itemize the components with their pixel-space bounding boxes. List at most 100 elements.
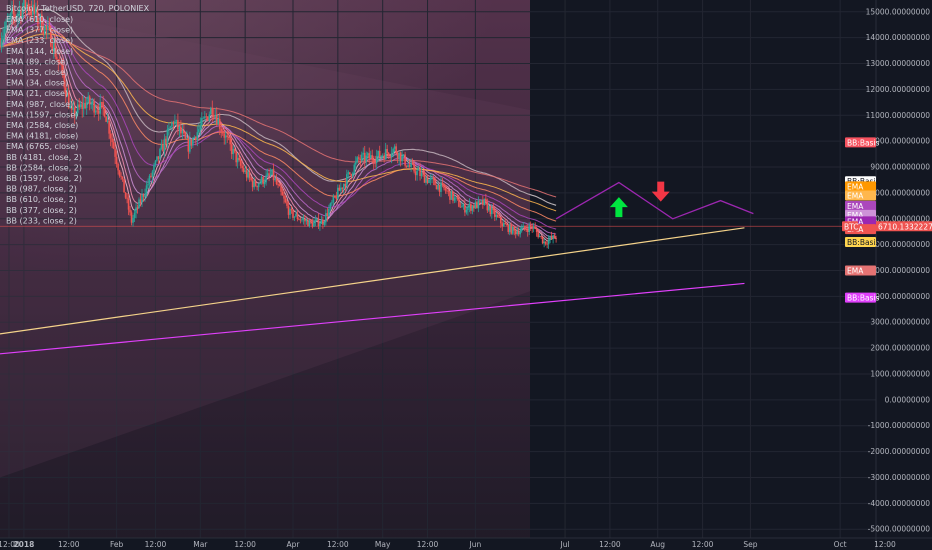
y-tick-label: 3000.00000000 — [870, 318, 930, 327]
last-price-tag: 6710.13322274 — [876, 221, 932, 232]
candle-body — [64, 87, 67, 97]
legend-entry: EMA (55, close) — [6, 68, 68, 77]
x-tick-label: May — [375, 540, 391, 549]
candle-body — [35, 7, 37, 14]
candle-body — [153, 165, 155, 172]
candle-body — [535, 228, 538, 233]
candle-body — [368, 153, 371, 159]
candle-body — [319, 223, 321, 227]
candle-body — [386, 149, 388, 153]
price-axis — [876, 0, 932, 550]
candle-body — [544, 241, 547, 244]
candle-body — [511, 226, 514, 234]
candle-body — [202, 117, 205, 119]
candle-body — [435, 185, 438, 190]
candle-body — [87, 96, 89, 103]
candle-body — [311, 222, 314, 227]
candle-body — [305, 220, 308, 222]
candle-body — [99, 102, 101, 114]
candle-body — [23, 0, 25, 8]
y-tick-label: 14000.00000000 — [866, 33, 931, 42]
candle-body — [366, 153, 369, 156]
candle-body — [347, 172, 350, 175]
candle-body — [498, 216, 501, 218]
candle-body — [520, 227, 523, 232]
candle-body — [532, 226, 535, 229]
candle-body — [163, 138, 166, 152]
legend-entry: EMA (1597, close) — [6, 110, 78, 119]
candle-body — [341, 187, 344, 189]
candle-body — [5, 21, 7, 30]
candle-body — [205, 116, 208, 118]
legend-entry: EMA (987, close) — [6, 100, 73, 109]
candle-body — [142, 194, 145, 197]
candle-body — [444, 188, 447, 191]
candle-body — [193, 136, 196, 139]
candle-body — [38, 22, 40, 24]
candle-body — [36, 7, 39, 23]
candle-body — [175, 120, 178, 122]
candle-body — [383, 155, 385, 160]
candle-body — [208, 114, 211, 121]
price-tag: BB:Basis — [845, 292, 880, 303]
candle-body — [126, 197, 128, 199]
candle-body — [12, 8, 15, 15]
candle-body — [257, 183, 260, 188]
price-tag-label: BB:Basis — [847, 138, 880, 147]
candle-body — [254, 181, 257, 186]
candle-body — [473, 205, 475, 209]
candle-body — [470, 203, 472, 211]
candle-body — [189, 139, 191, 152]
moving-average-line — [0, 16, 557, 235]
candle-body — [0, 37, 1, 47]
candle-body — [464, 204, 466, 213]
bollinger-bands — [0, 4, 557, 478]
candle-body — [534, 226, 536, 229]
candle-body — [540, 235, 542, 237]
candle-body — [75, 112, 78, 117]
y-tick-label: 11000.00000000 — [866, 111, 931, 120]
candle-body — [61, 65, 64, 76]
candle-body — [144, 194, 146, 197]
x-tick-label: 12:00 — [0, 540, 20, 549]
candle-body — [124, 192, 127, 198]
candle-body — [423, 173, 426, 183]
moving-average-line — [0, 33, 557, 212]
candle-body — [33, 4, 36, 14]
candle-body — [21, 7, 24, 18]
candle-body — [102, 102, 104, 108]
candle-body — [529, 225, 532, 227]
candle-body — [480, 200, 483, 202]
candle-body — [15, 16, 18, 18]
y-tick-label: 13000.00000000 — [866, 59, 931, 68]
candle-body — [502, 223, 505, 227]
candle-body — [353, 164, 356, 174]
candle-body — [552, 235, 554, 239]
candle-body — [203, 116, 206, 118]
candle-body — [399, 152, 402, 162]
candle-body — [223, 133, 226, 138]
price-tag-label: EMA — [847, 182, 864, 191]
candle-body — [247, 171, 249, 178]
x-tick-label: Apr — [287, 540, 301, 549]
candle-body — [141, 194, 143, 203]
candle-body — [295, 213, 297, 217]
candle-body — [443, 183, 445, 189]
y-tick-label: 2000.00000000 — [870, 344, 930, 353]
candle-body — [489, 206, 492, 215]
candle-body — [416, 170, 418, 176]
candle-body — [215, 115, 218, 125]
legend-entry: EMA (144, close) — [6, 47, 73, 56]
candle-body — [138, 199, 140, 209]
candle-body — [537, 232, 539, 238]
legend-entry: BB (233, close, 2) — [6, 216, 77, 225]
y-tick-label: 15000.00000000 — [866, 7, 931, 16]
projection — [555, 181, 754, 220]
candle-body — [180, 126, 182, 134]
candle-body — [455, 197, 457, 199]
candle-body — [127, 198, 130, 210]
candle-body — [275, 178, 278, 185]
x-tick-label: Aug — [650, 540, 665, 549]
